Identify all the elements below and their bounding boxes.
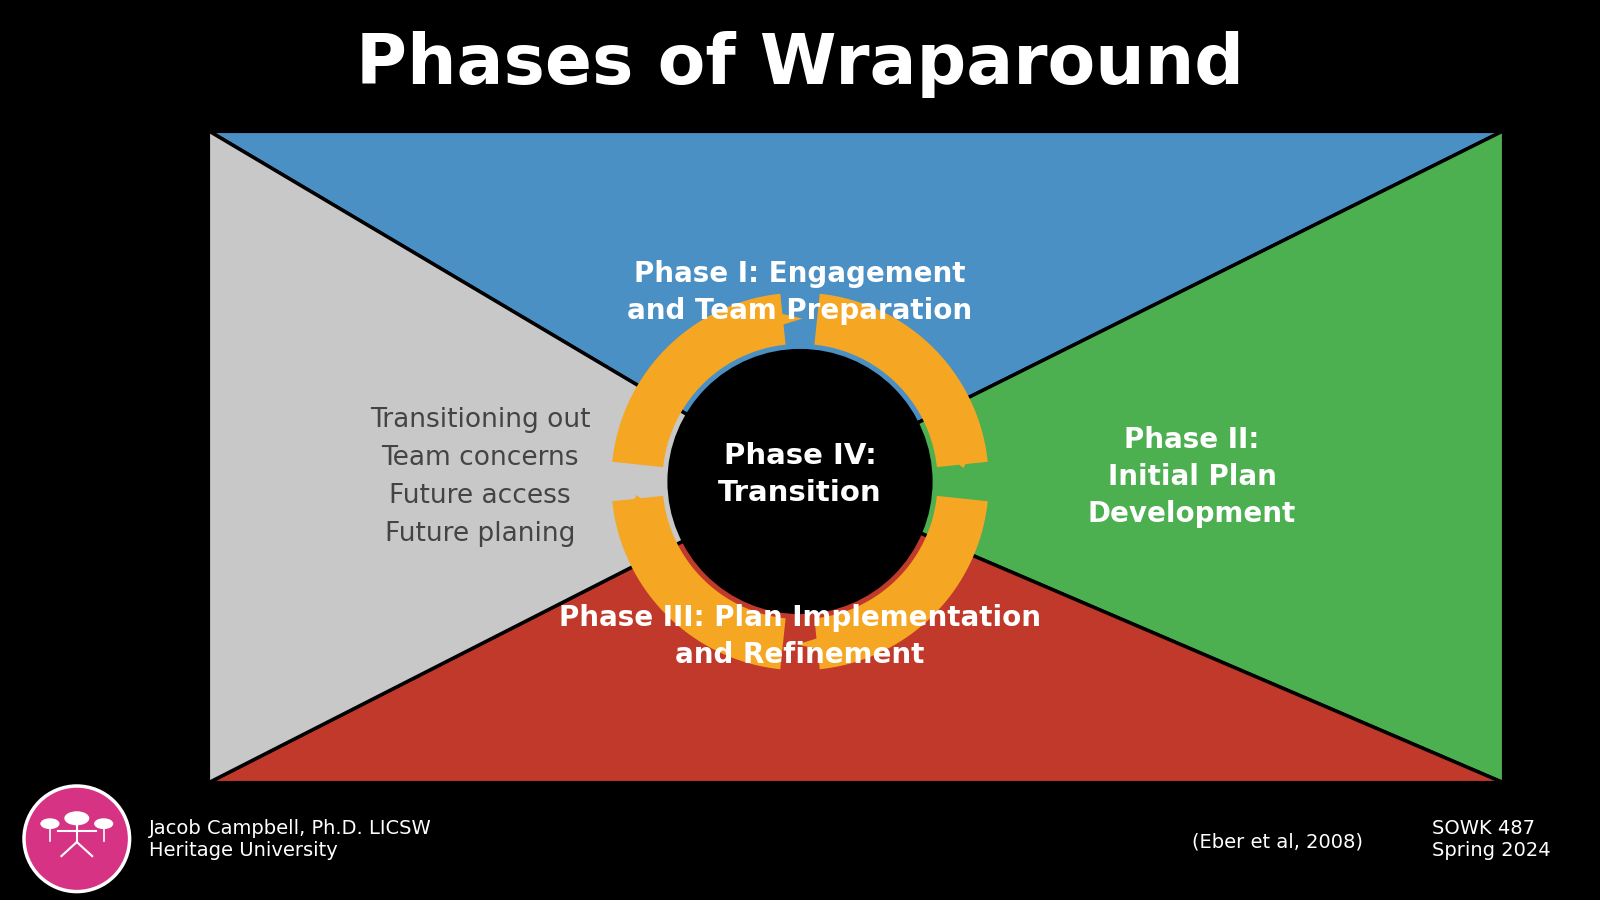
Ellipse shape	[24, 786, 130, 892]
Text: Transitioning out
Team concerns
Future access
Future planing: Transitioning out Team concerns Future a…	[370, 407, 590, 547]
Circle shape	[94, 818, 114, 829]
Text: SOWK 487: SOWK 487	[1432, 819, 1534, 839]
Text: Spring 2024: Spring 2024	[1432, 841, 1550, 860]
Text: Phase II:
Initial Plan
Development: Phase II: Initial Plan Development	[1088, 427, 1296, 527]
Circle shape	[40, 818, 59, 829]
Polygon shape	[814, 293, 987, 467]
Polygon shape	[800, 130, 1504, 783]
Polygon shape	[208, 130, 800, 783]
Polygon shape	[208, 482, 1504, 783]
Circle shape	[64, 811, 90, 825]
Polygon shape	[814, 496, 987, 670]
Text: (Eber et al, 2008): (Eber et al, 2008)	[1192, 832, 1363, 851]
Bar	[208, 130, 1504, 783]
Polygon shape	[797, 626, 858, 659]
Polygon shape	[613, 496, 786, 670]
Text: Heritage University: Heritage University	[149, 841, 338, 860]
Text: Phase III: Plan Implementation
and Refinement: Phase III: Plan Implementation and Refin…	[558, 605, 1042, 670]
Ellipse shape	[669, 350, 931, 613]
Text: Phase IV:
Transition: Phase IV: Transition	[718, 442, 882, 507]
Polygon shape	[630, 495, 650, 507]
Polygon shape	[208, 130, 1504, 482]
Polygon shape	[613, 293, 786, 467]
Text: Phase I: Engagement
and Team Preparation: Phase I: Engagement and Team Preparation	[627, 260, 973, 325]
Text: Phases of Wraparound: Phases of Wraparound	[355, 32, 1245, 98]
Text: Jacob Campbell, Ph.D. LICSW: Jacob Campbell, Ph.D. LICSW	[149, 819, 432, 839]
Polygon shape	[742, 304, 803, 337]
Polygon shape	[950, 456, 970, 468]
